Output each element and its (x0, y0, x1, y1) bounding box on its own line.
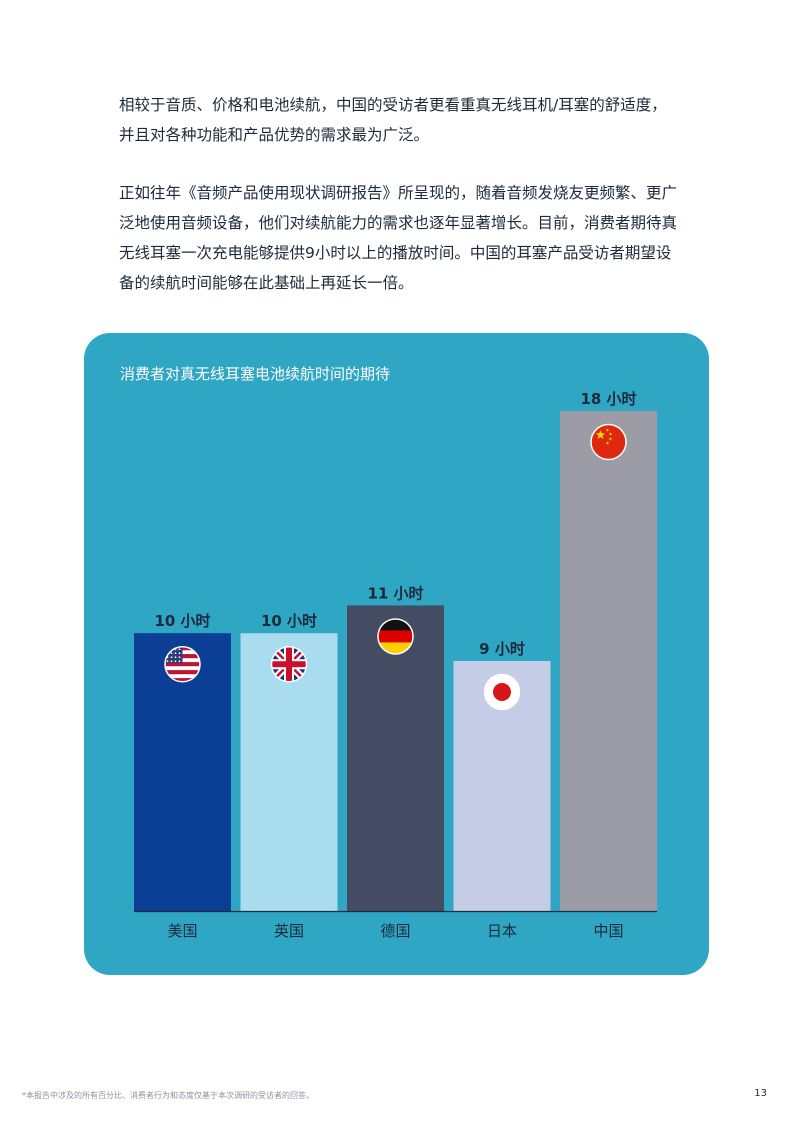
japan-flag-icon (483, 673, 521, 711)
china-flag-icon (590, 423, 627, 461)
value-label-2: 10 小时 (261, 612, 317, 630)
chart-card: 消费者对真无线耳塞电池续航时间的期待 10 小时美国 10 小时英国 11 小时德国… (84, 333, 709, 975)
category-label-4: 日本 (487, 922, 517, 940)
value-label-3: 11 小时 (367, 584, 423, 602)
category-label-5: 中国 (593, 922, 623, 940)
value-label-1: 10 小时 (154, 612, 210, 630)
value-label-4: 9 小时 (479, 640, 525, 658)
bar-5 (560, 411, 657, 911)
intro-paragraph: 相较于音质、价格和电池续航，中国的受访者更看重真无线耳机/耳塞的舒适度，并且对各… (119, 96, 667, 144)
chart-title: 消费者对真无线耳塞电池续航时间的期待 (120, 365, 391, 383)
uk-flag-icon (270, 645, 308, 683)
body-paragraph: 正如往年《音频产品使用现状调研报告》所呈现的，随着音频发烧友更频繁、更广泛地使用… (119, 184, 678, 292)
category-label-2: 英国 (274, 922, 304, 940)
germany-flag-icon (377, 618, 414, 655)
value-label-5: 18 小时 (580, 390, 636, 408)
category-label-1: 美国 (167, 922, 197, 940)
page-number: 13 (754, 1088, 767, 1099)
us-flag-icon (164, 645, 201, 683)
category-label-3: 德国 (380, 922, 410, 940)
bar-3 (347, 605, 444, 911)
footnote: *本报告中涉及的所有百分比、消费者行为和态度仅基于本次调研的受访者的回答。 (22, 1091, 314, 1100)
